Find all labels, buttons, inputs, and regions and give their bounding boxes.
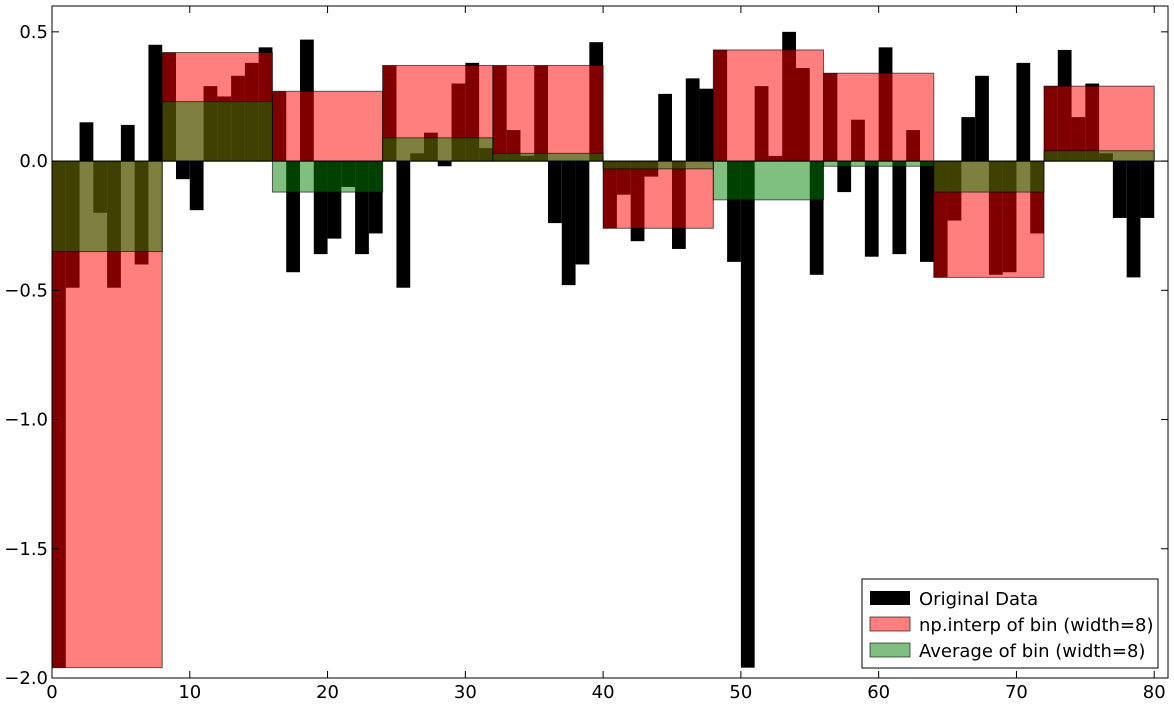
y-tick-label: −0.5: [4, 280, 48, 301]
original-data-bar: [79, 122, 94, 162]
original-data-bar: [189, 161, 204, 211]
original-data-bar: [148, 44, 163, 162]
interp-bin-bar: [712, 49, 825, 162]
original-data-bar: [892, 161, 907, 255]
interp-bin-bar: [602, 160, 714, 229]
interp-bin-bar: [271, 90, 384, 162]
original-data-bar: [920, 161, 934, 262]
x-tick-label: 40: [592, 682, 615, 703]
original-data-bar: [1126, 161, 1141, 278]
legend-label: np.interp of bin (width=8): [919, 615, 1153, 636]
original-data-bar: [658, 93, 672, 162]
original-data-bar: [548, 161, 562, 224]
original-data-bar: [1112, 161, 1127, 218]
original-data-bar: [437, 161, 452, 167]
original-data-bar: [120, 124, 135, 162]
original-data-bar: [837, 161, 852, 193]
original-data-bar: [1016, 62, 1031, 162]
interp-bin-bar: [492, 64, 604, 162]
plot-frame: [51, 5, 1169, 679]
average-bin-bar: [823, 160, 935, 167]
y-tick-label: 0.0: [19, 151, 48, 172]
average-bin-bar: [933, 160, 1045, 193]
average-bin-bar: [271, 160, 384, 193]
legend: Original Data np.interp of bin (width=8) A…: [861, 578, 1159, 669]
average-bin-series: [51, 101, 1155, 253]
x-tick-label: 60: [867, 682, 890, 703]
original-data-bar: [1140, 161, 1155, 218]
average-bin-bar: [602, 160, 714, 170]
y-tick-label: −2.0: [4, 668, 48, 689]
average-bin-bar: [161, 101, 273, 162]
x-tick-label: 80: [1143, 682, 1166, 703]
average-bin-bar: [51, 160, 163, 253]
legend-swatch: [870, 591, 910, 605]
original-data-bar: [575, 161, 590, 265]
x-tick-label: 20: [316, 682, 339, 703]
original-data-bar: [176, 161, 190, 180]
x-tick-label: 0: [46, 682, 57, 703]
original-data-bar: [396, 161, 411, 288]
interp-bin-bar: [1043, 85, 1155, 162]
y-tick-label: −1.0: [4, 410, 48, 431]
original-data-bar: [699, 88, 714, 162]
x-tick-label: 10: [178, 682, 201, 703]
average-bin-bar: [1043, 150, 1155, 162]
x-tick-label: 50: [729, 682, 752, 703]
original-data-bar: [864, 161, 879, 257]
average-bin-bar: [712, 160, 825, 201]
legend-label: Original Data: [919, 589, 1038, 610]
legend-swatch: [869, 616, 911, 632]
legend-box: [861, 578, 1159, 669]
original-data-bar: [685, 78, 700, 162]
legend-label: Average of bin (width=8): [919, 641, 1145, 662]
legend-swatch: [869, 642, 911, 658]
y-tick-label: 0.5: [19, 22, 48, 43]
original-data-bar: [975, 75, 989, 162]
original-data-bar: [740, 161, 755, 668]
x-tick-label: 70: [1005, 682, 1028, 703]
x-tick-label: 30: [454, 682, 477, 703]
original-data-bar: [561, 161, 576, 286]
y-tick-label: −1.5: [4, 539, 48, 560]
interp-bin-bar: [823, 72, 935, 162]
average-bin-bar: [492, 152, 604, 162]
average-bin-bar: [382, 137, 494, 162]
original-data-bar: [961, 117, 976, 162]
